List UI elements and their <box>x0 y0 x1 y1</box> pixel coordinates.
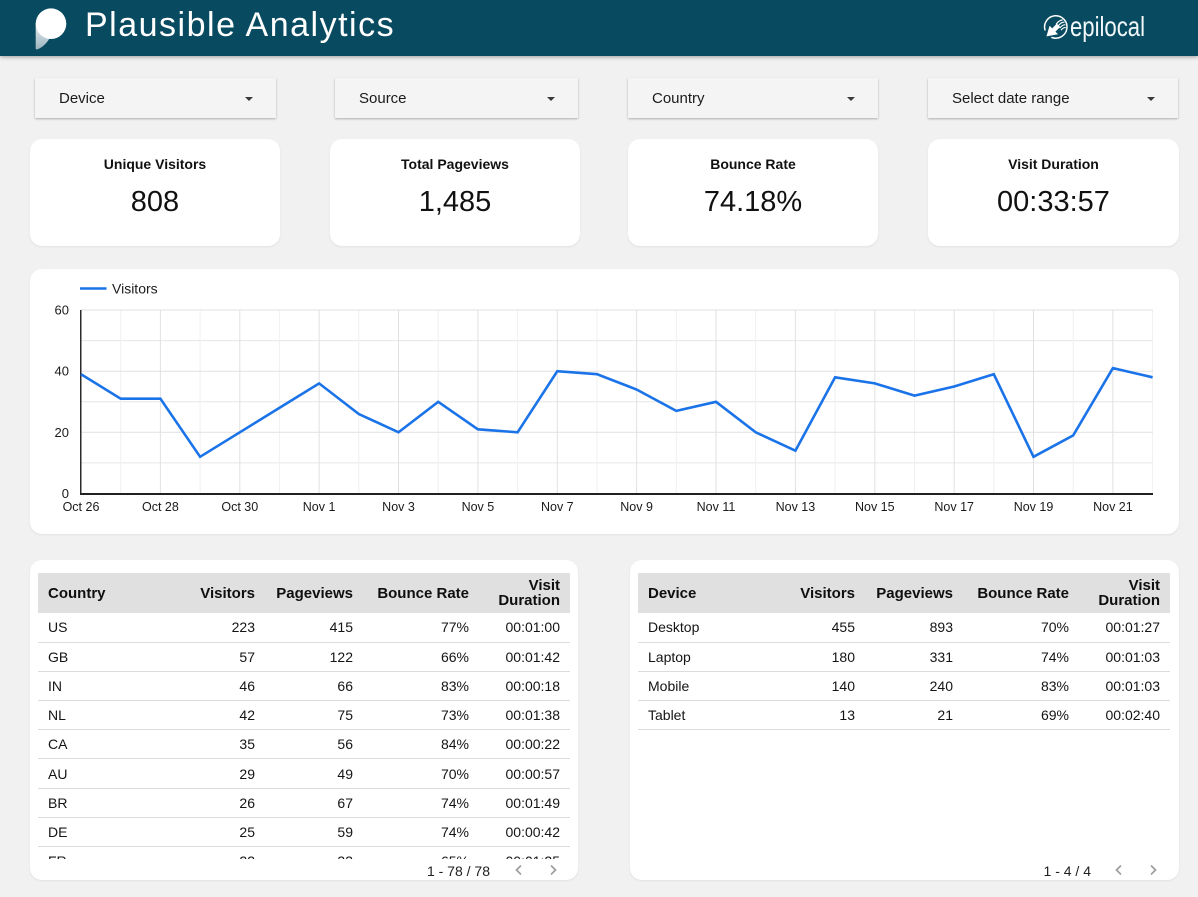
svg-text:40: 40 <box>55 364 69 379</box>
svg-text:Visitors: Visitors <box>112 281 158 297</box>
svg-text:Nov 19: Nov 19 <box>1014 500 1054 514</box>
svg-text:Nov 7: Nov 7 <box>541 500 574 514</box>
svg-text:Nov 15: Nov 15 <box>855 500 895 514</box>
svg-text:60: 60 <box>55 303 69 318</box>
svg-text:0: 0 <box>62 486 69 501</box>
svg-text:Nov 3: Nov 3 <box>382 500 415 514</box>
svg-text:20: 20 <box>55 425 69 440</box>
svg-text:Nov 11: Nov 11 <box>697 500 736 514</box>
svg-text:Nov 21: Nov 21 <box>1093 500 1133 514</box>
svg-text:Nov 13: Nov 13 <box>776 500 816 514</box>
svg-text:Nov 9: Nov 9 <box>620 500 653 514</box>
svg-text:Nov 17: Nov 17 <box>934 500 974 514</box>
svg-text:Nov 5: Nov 5 <box>462 500 495 514</box>
svg-text:Oct 30: Oct 30 <box>221 500 258 514</box>
svg-text:Oct 26: Oct 26 <box>63 500 100 514</box>
svg-text:Nov 1: Nov 1 <box>303 500 336 514</box>
svg-text:Oct 28: Oct 28 <box>142 500 179 514</box>
